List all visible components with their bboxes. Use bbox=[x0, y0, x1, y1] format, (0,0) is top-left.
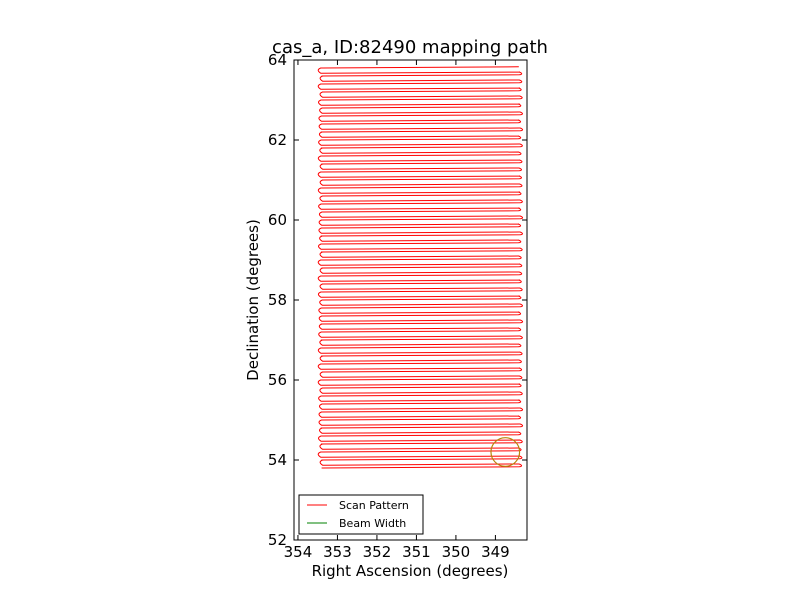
x-axis-ticks: 354 353 352 351 350 349 bbox=[284, 60, 510, 561]
y-tick-label: 52 bbox=[268, 531, 287, 549]
x-tick-label: 354 bbox=[284, 543, 313, 561]
x-axis-title: Right Ascension (degrees) bbox=[312, 562, 509, 580]
x-tick-label: 350 bbox=[442, 543, 471, 561]
y-tick-label: 56 bbox=[268, 371, 287, 389]
scan-pattern-lines bbox=[317, 66, 524, 469]
y-tick-label: 54 bbox=[268, 451, 287, 469]
x-tick-label: 352 bbox=[363, 543, 392, 561]
y-tick-label: 58 bbox=[268, 291, 287, 309]
y-tick-label: 60 bbox=[268, 211, 287, 229]
legend-box bbox=[298, 494, 424, 535]
beam-width-circle bbox=[490, 437, 521, 467]
legend-label-beam-width: Beam Width bbox=[339, 517, 406, 530]
y-axis-title: Declination (degrees) bbox=[244, 219, 262, 381]
legend-label-scan-pattern: Scan Pattern bbox=[339, 499, 409, 512]
x-tick-label: 349 bbox=[481, 543, 510, 561]
y-tick-label: 62 bbox=[268, 131, 287, 149]
y-tick-label: 64 bbox=[268, 51, 287, 69]
x-tick-label: 351 bbox=[402, 543, 431, 561]
beam-width-layer bbox=[490, 437, 521, 467]
scan-pattern-path bbox=[317, 66, 524, 469]
chart-title: cas_a, ID:82490 mapping path bbox=[272, 37, 548, 58]
legend: Scan Pattern Beam Width bbox=[298, 494, 424, 535]
x-tick-label: 353 bbox=[323, 543, 352, 561]
y-axis-ticks: 52 54 56 58 60 62 64 bbox=[268, 51, 527, 549]
